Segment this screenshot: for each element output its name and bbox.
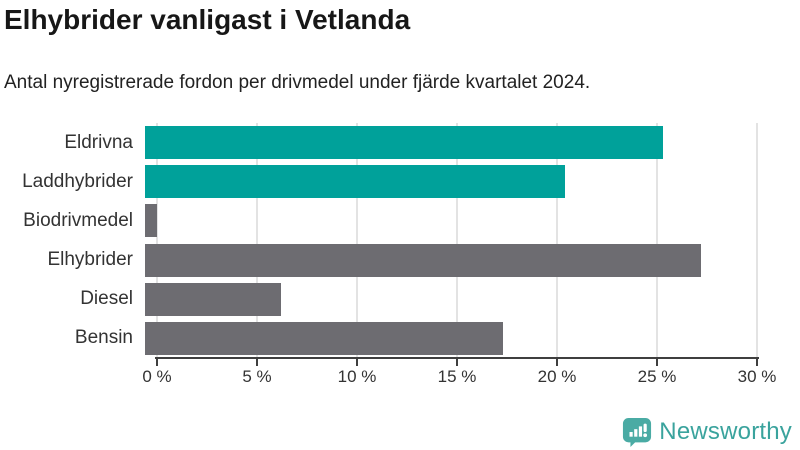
axis-tick-label: 0 % [142,367,172,386]
gridline [556,123,558,358]
page-title: Elhybrider vanligast i Vetlanda [4,4,411,35]
axis-tick [456,357,458,366]
category-label-elhybrider: Elhybrider [47,249,133,271]
bar-biodrivmedel [145,204,157,238]
gridline [256,123,258,358]
category-label-biodrivmedel: Biodrivmedel [23,209,133,231]
chart-row: Laddhybrider [0,162,760,201]
category-label-eldrivna: Eldrivna [64,131,133,153]
bar-rows: Eldrivna Laddhybrider Biodrivmedel Elhybrid… [0,123,760,358]
gridline [156,123,158,358]
chart-row: Bensin [0,319,760,358]
axis-tick-label: 20 % [537,367,577,386]
gridline [656,123,658,358]
bar-laddhybrider [145,165,565,199]
axis-tick [156,357,158,366]
bar-elhybrider [145,243,701,277]
chart-row: Elhybrider [0,241,760,280]
category-label-diesel: Diesel [80,288,133,310]
newsworthy-logo[interactable]: Newsworthy [622,417,792,447]
bar-diesel [145,282,281,316]
axis-tick [256,357,258,366]
axis-tick [556,357,558,366]
bar-eldrivna [145,126,663,160]
category-label-bensin: Bensin [74,327,133,349]
axis-tick-label: 30 % [737,367,777,386]
axis-tick [756,357,758,366]
axis-tick-label: 25 % [637,367,677,386]
axis-tick-label: 15 % [437,367,477,386]
axis-tick-label: 5 % [242,367,272,386]
chart-row: Biodrivmedel [0,201,760,240]
logo-text: Newsworthy [659,418,792,445]
bar-chart-speech-bubble-icon [622,417,652,447]
axis-tick [356,357,358,366]
chart-row: Diesel [0,280,760,319]
gridline [756,123,758,358]
chart-row: Eldrivna [0,123,760,162]
axis-tick [656,357,658,366]
bar-bensin [145,321,503,355]
chart-subtitle: Antal nyregistrerade fordon per drivmede… [4,72,591,93]
gridline [456,123,458,358]
plot-area [156,123,758,358]
gridline [356,123,358,358]
category-label-laddhybrider: Laddhybrider [22,170,133,192]
axis-tick-label: 10 % [337,367,377,386]
